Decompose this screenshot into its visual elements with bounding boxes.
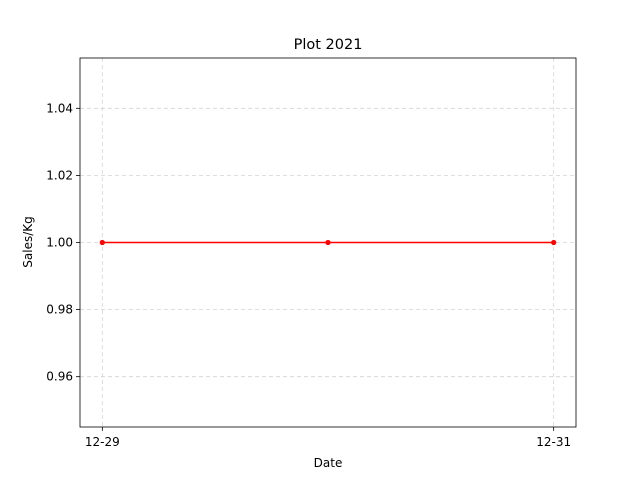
y-tick-label: 0.96 — [46, 370, 73, 384]
y-tick-label: 0.98 — [46, 303, 73, 317]
y-tick-label: 1.02 — [46, 168, 73, 182]
chart-title: Plot 2021 — [294, 37, 363, 53]
series-group — [99, 239, 557, 246]
x-axis-label: Date — [314, 456, 343, 470]
x-tick-label: 12-31 — [536, 435, 571, 449]
data-point — [325, 239, 331, 246]
data-point — [99, 239, 105, 246]
y-axis-label: Sales/Kg — [21, 216, 35, 267]
data-point — [551, 239, 557, 246]
x-axis: 12-29 12-31 — [85, 427, 571, 449]
y-tick-label: 1.04 — [46, 101, 73, 115]
y-tick-label: 1.00 — [46, 236, 73, 250]
y-axis: 0.96 0.98 1.00 1.02 1.04 — [46, 101, 80, 384]
x-tick-label: 12-29 — [85, 435, 120, 449]
